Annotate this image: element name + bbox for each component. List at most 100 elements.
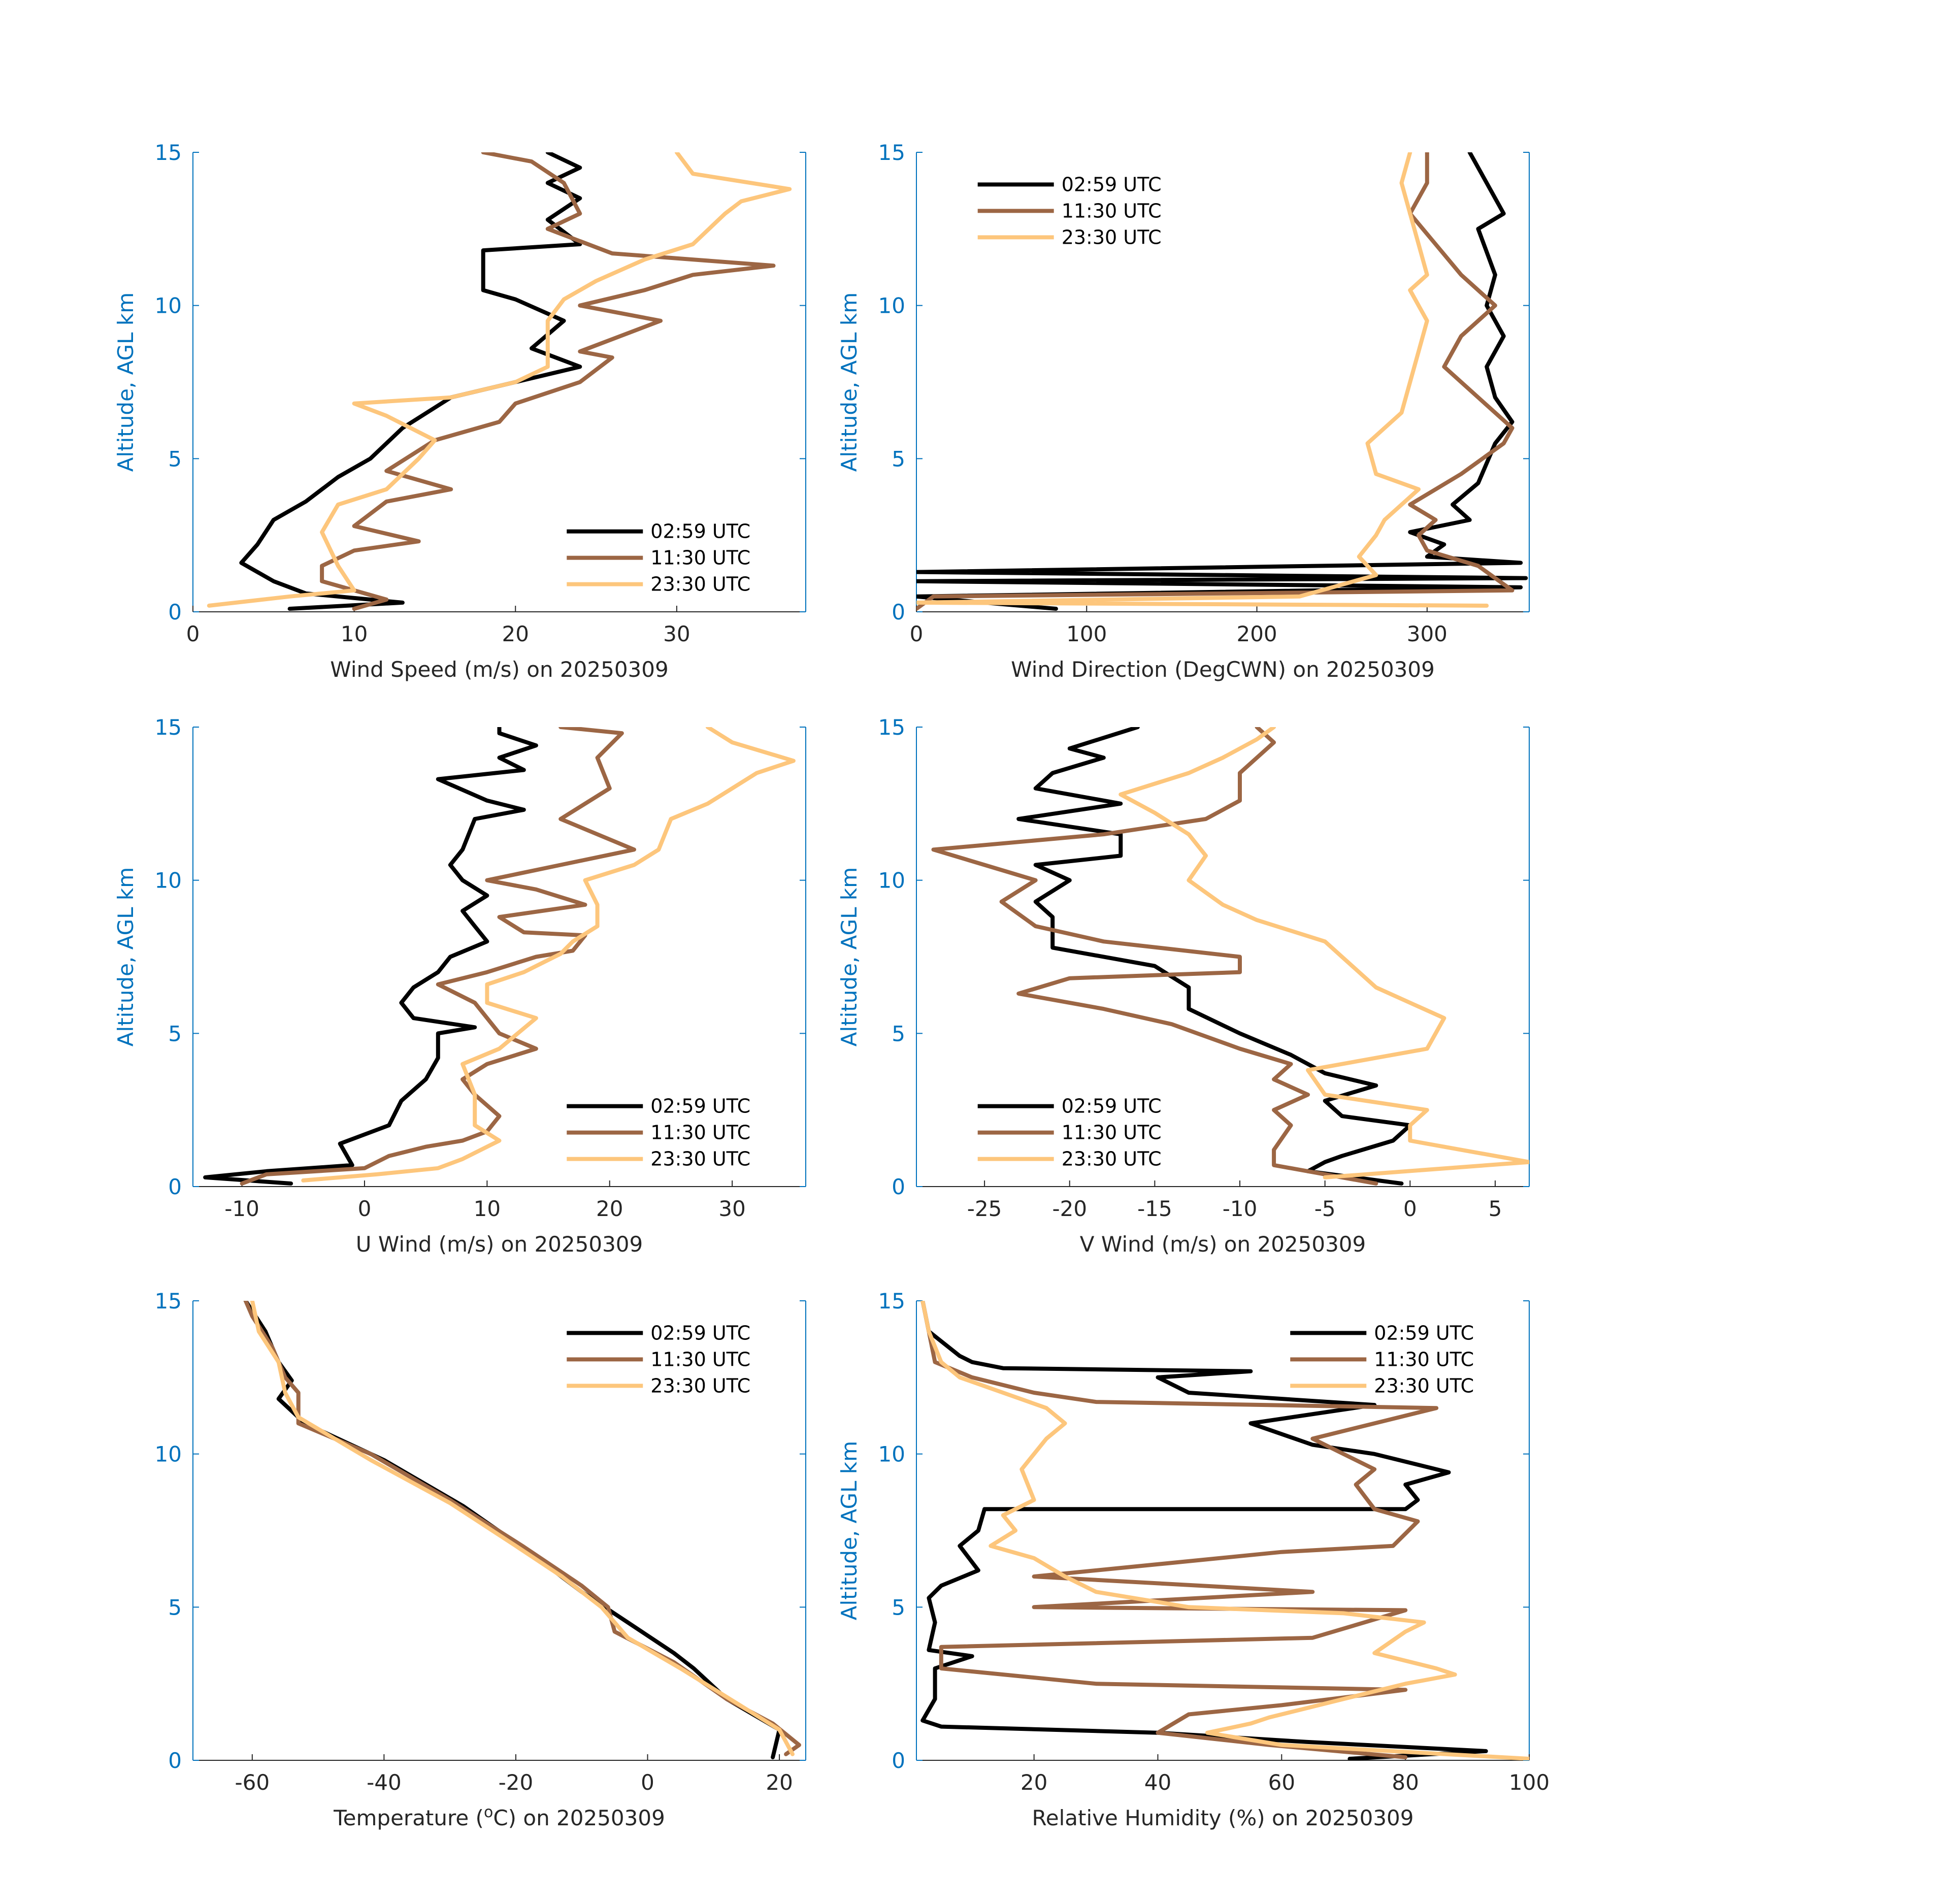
y-tick-label: 10 (878, 293, 905, 318)
legend-label: 23:30 UTC (1062, 226, 1162, 248)
chart-panel-1: 0 5 10 15 0 10 20 30 Wind Speed (m/s) on 2025030… (113, 140, 806, 682)
series-line-2 (320, 152, 776, 611)
x-tick-label: 60 (1268, 1770, 1295, 1795)
x-axis-label: Wind Direction (DegCWN) on 20250309 (1011, 657, 1435, 682)
series-line-3 (301, 727, 796, 1183)
series-line-1 (916, 152, 1528, 611)
y-axis-label: Altitude, AGL km (837, 1441, 862, 1620)
x-tick-label: 30 (663, 621, 690, 646)
x-tick-label: 80 (1392, 1770, 1419, 1795)
x-tick-label: 20 (766, 1770, 793, 1795)
series-line-2 (931, 727, 1378, 1186)
legend-label: 02:59 UTC (1062, 173, 1162, 195)
y-tick-label: 10 (155, 1442, 182, 1467)
y-axis-label: Altitude, AGL km (113, 867, 138, 1046)
x-axis-label: U Wind (m/s) on 20250309 (356, 1232, 643, 1257)
x-tick-label: 0 (186, 621, 200, 646)
x-tick-label: 200 (1236, 621, 1277, 646)
y-tick-label: 15 (878, 1289, 905, 1314)
series-line-2 (920, 1301, 1439, 1759)
y-tick-label: 0 (892, 1174, 905, 1199)
y-tick-label: 5 (892, 1021, 905, 1046)
x-tick-label: 300 (1407, 621, 1447, 646)
legend-label: 02:59 UTC (1374, 1322, 1474, 1344)
x-tick-label: 20 (502, 621, 529, 646)
series-line-3 (920, 1301, 1529, 1760)
series-line-1 (920, 1301, 1488, 1760)
x-tick-label: 0 (910, 621, 924, 646)
legend-label: 11:30 UTC (650, 1122, 750, 1144)
legend-label: 23:30 UTC (1062, 1148, 1162, 1170)
y-tick-label: 15 (155, 140, 182, 165)
x-tick-label: 20 (596, 1196, 623, 1221)
x-axis-label: V Wind (m/s) on 20250309 (1080, 1232, 1366, 1257)
legend-label: 11:30 UTC (650, 547, 750, 569)
legend-label: 11:30 UTC (1374, 1348, 1474, 1370)
y-axis-label: Altitude, AGL km (837, 867, 862, 1046)
x-tick-label: -60 (235, 1770, 270, 1795)
y-tick-label: 5 (892, 446, 905, 471)
series-line-2 (916, 152, 1515, 611)
y-tick-label: 5 (168, 1021, 182, 1046)
chart-panel-6: 0 5 10 15 20 40 60 80 100 Relative Humidity (%) o… (837, 1289, 1550, 1830)
x-tick-label: -5 (1314, 1196, 1336, 1221)
x-tick-label: -40 (367, 1770, 402, 1795)
y-tick-label: 10 (155, 868, 182, 893)
y-tick-label: 5 (168, 1595, 182, 1620)
y-tick-label: 15 (155, 1289, 182, 1314)
y-tick-label: 0 (168, 1748, 182, 1773)
x-tick-label: 10 (341, 621, 368, 646)
series-line-3 (207, 152, 792, 608)
legend-label: 02:59 UTC (1062, 1095, 1162, 1118)
y-tick-label: 10 (878, 1442, 905, 1467)
series-line-3 (1118, 727, 1529, 1179)
series-line-3 (250, 1301, 795, 1756)
x-axis-label: Temperature (oC) on 20250309 (333, 1803, 665, 1830)
chart-panel-3: 0 5 10 15 -10 0 10 20 30 U Wind (m/s) on 20250309… (113, 715, 806, 1257)
legend-label: 11:30 UTC (1062, 200, 1162, 222)
y-tick-label: 0 (168, 600, 182, 625)
y-tick-label: 10 (878, 868, 905, 893)
y-tick-label: 5 (892, 1595, 905, 1620)
x-tick-label: 0 (641, 1770, 654, 1795)
y-axis-label: Altitude, AGL km (113, 292, 138, 472)
y-axis-label: Altitude, AGL km (837, 292, 862, 472)
x-axis-label: Relative Humidity (%) on 20250309 (1032, 1805, 1414, 1830)
x-tick-label: 30 (718, 1196, 745, 1221)
y-tick-label: 0 (892, 1748, 905, 1773)
y-tick-label: 0 (168, 1174, 182, 1199)
legend-label: 23:30 UTC (650, 1148, 750, 1170)
series-line-1 (1016, 727, 1412, 1186)
x-tick-label: 40 (1144, 1770, 1171, 1795)
legend-label: 11:30 UTC (1062, 1122, 1162, 1144)
y-tick-label: 0 (892, 600, 905, 625)
x-tick-label: 20 (1021, 1770, 1047, 1795)
legend-label: 02:59 UTC (650, 1322, 750, 1344)
series-line-2 (240, 727, 636, 1186)
x-tick-label: 0 (1403, 1196, 1417, 1221)
x-tick-label: -10 (224, 1196, 259, 1221)
series-line-1 (203, 727, 538, 1186)
x-tick-label: 10 (474, 1196, 501, 1221)
x-tick-label: -10 (1223, 1196, 1258, 1221)
legend-label: 02:59 UTC (650, 520, 750, 543)
x-tick-label: -20 (499, 1770, 534, 1795)
y-tick-label: 15 (878, 715, 905, 740)
y-tick-label: 10 (155, 293, 182, 318)
x-tick-label: -20 (1052, 1196, 1087, 1221)
x-tick-label: -25 (967, 1196, 1002, 1221)
x-tick-label: 100 (1509, 1770, 1550, 1795)
legend-label: 23:30 UTC (650, 1374, 750, 1397)
x-tick-label: 100 (1066, 621, 1107, 646)
x-tick-label: 5 (1489, 1196, 1502, 1221)
y-tick-label: 15 (878, 140, 905, 165)
x-tick-label: -15 (1137, 1196, 1172, 1221)
legend-label: 11:30 UTC (650, 1348, 750, 1370)
legend-label: 23:30 UTC (650, 573, 750, 596)
chart-panel-5: 0 5 10 15 -60 -40 -20 0 20 Temperature (oC) on 20… (155, 1289, 806, 1830)
legend-label: 02:59 UTC (650, 1095, 750, 1118)
y-tick-label: 15 (155, 715, 182, 740)
y-tick-label: 5 (168, 446, 182, 471)
chart-panel-4: 0 5 10 15 -25 -20 -15 -10 -5 0 5 V Wind (m/s) on 20… (837, 715, 1530, 1257)
